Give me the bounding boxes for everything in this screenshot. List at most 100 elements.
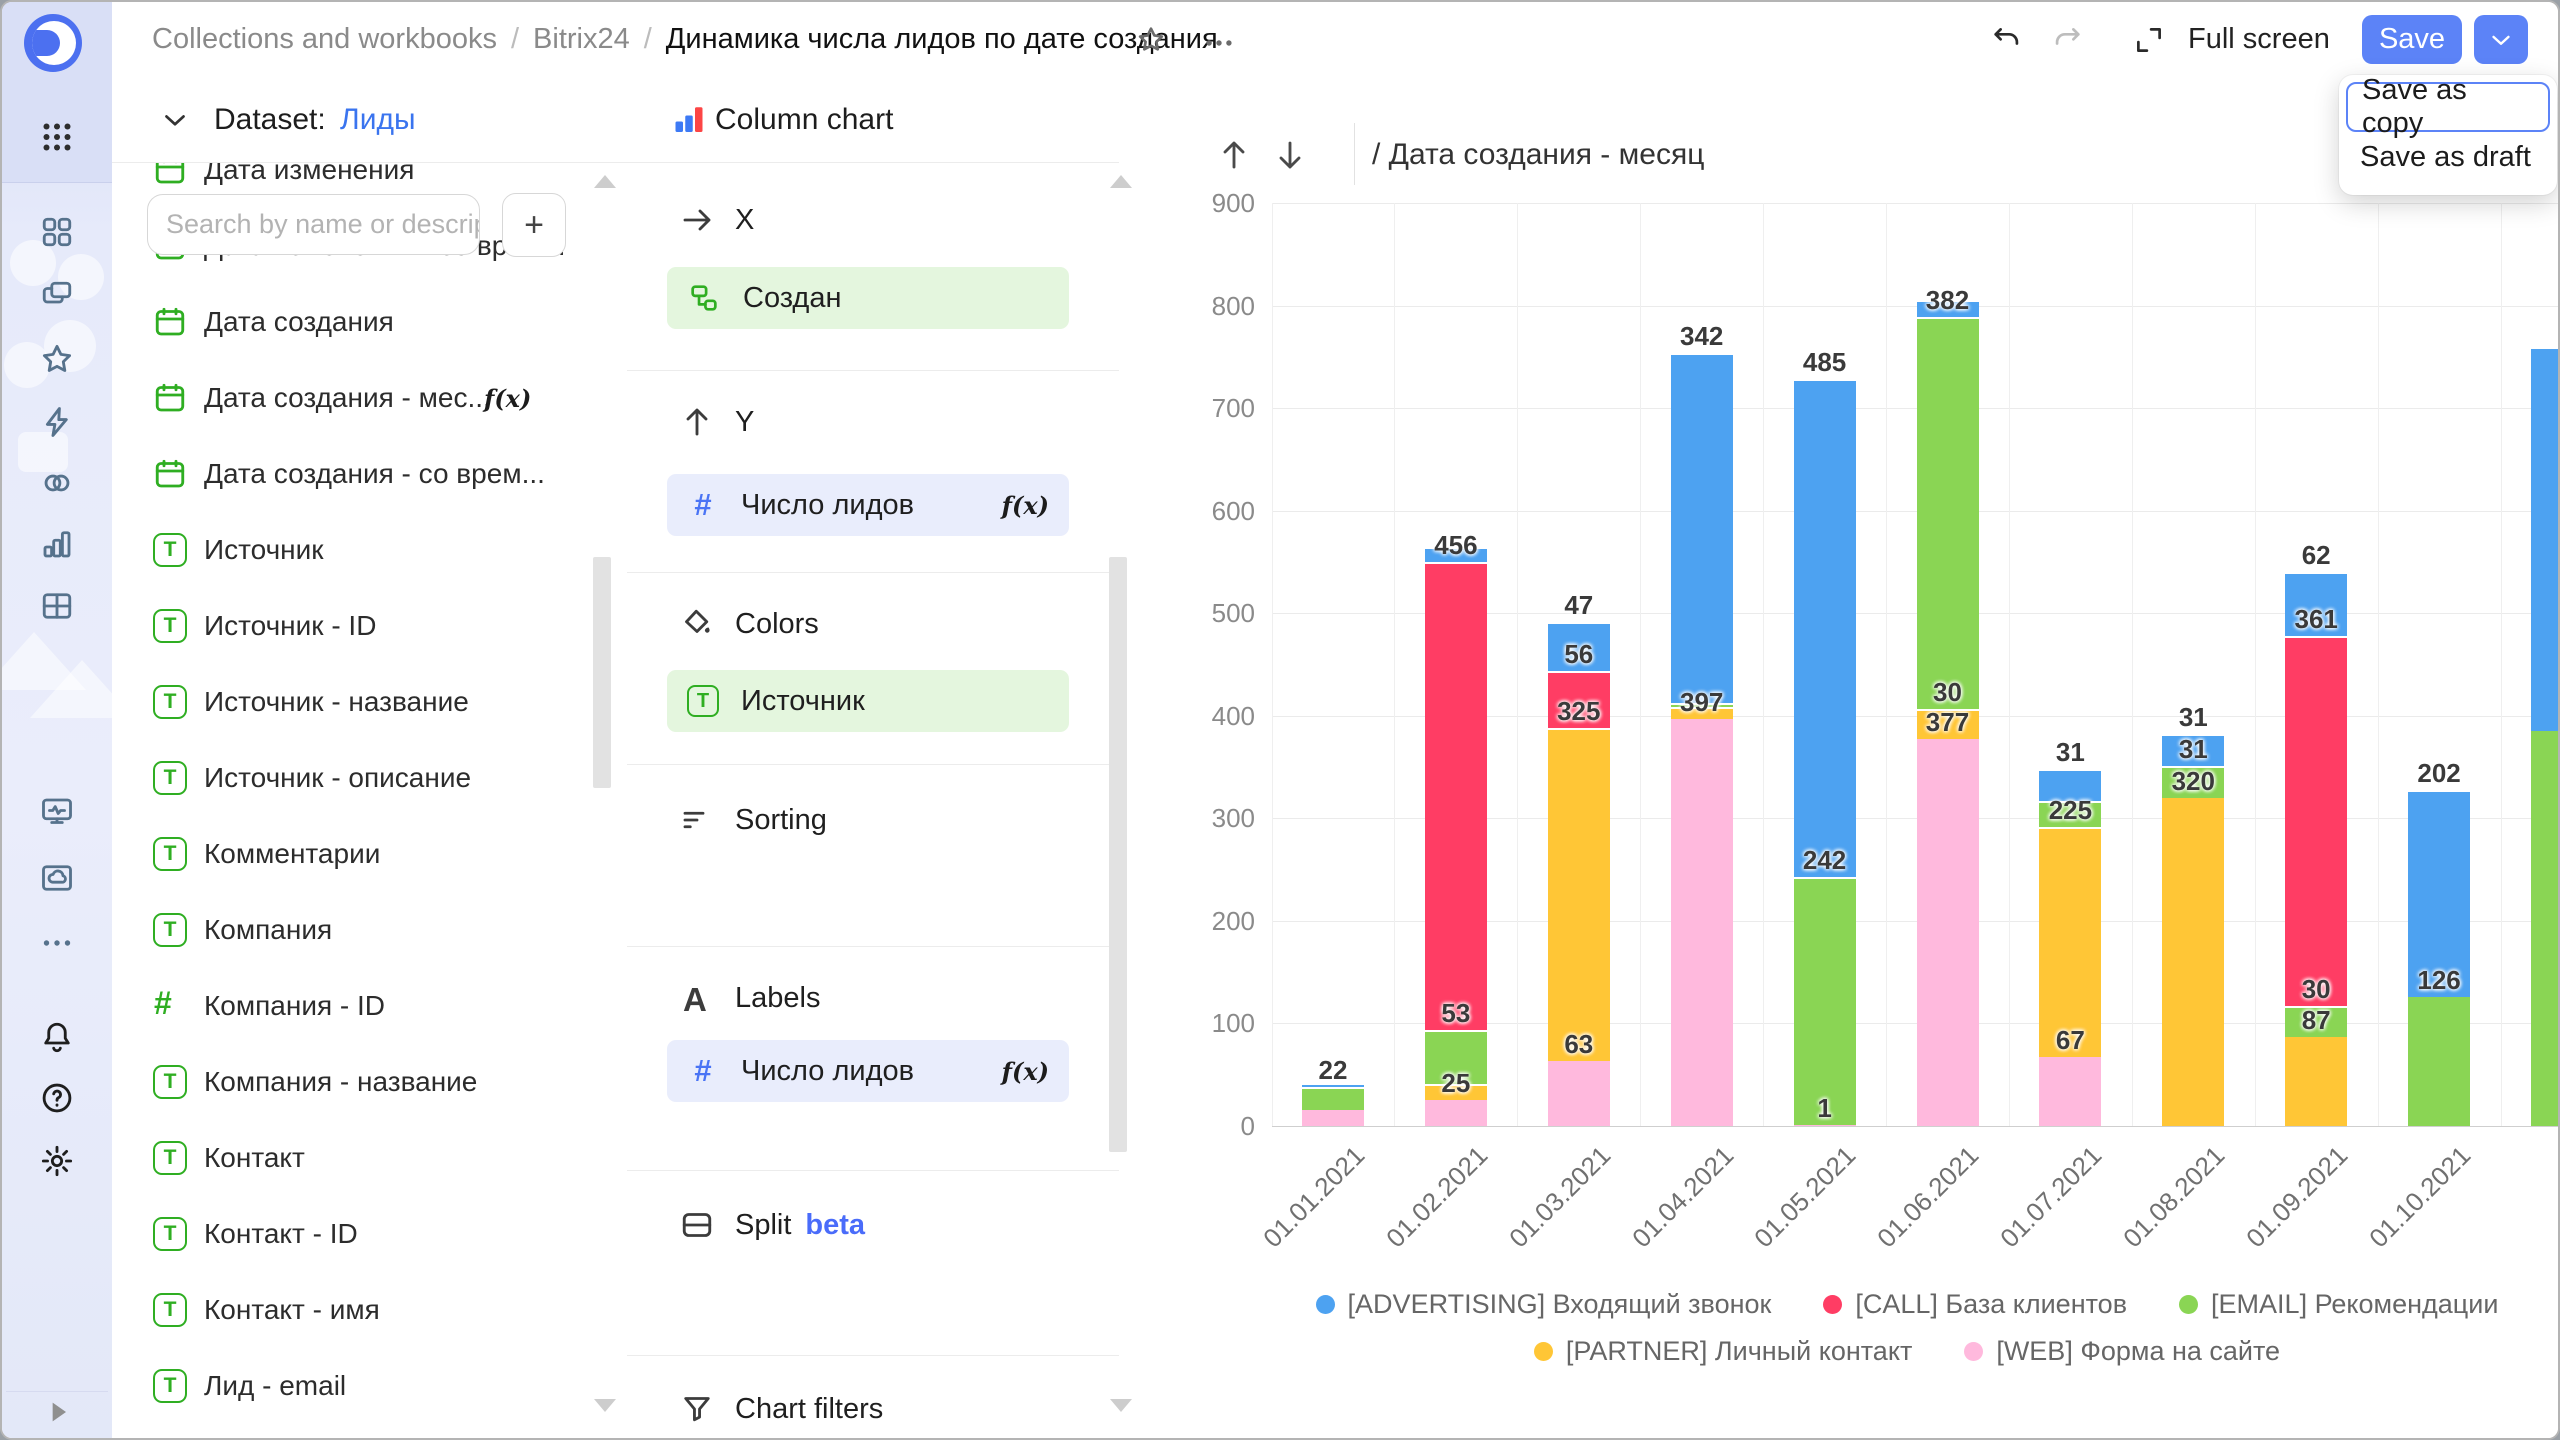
field-name: Источник - описание bbox=[204, 762, 471, 794]
dataset-field-row[interactable]: TКонтакт - имя bbox=[112, 1272, 582, 1348]
rail-item-monitoring-icon[interactable] bbox=[39, 794, 75, 830]
dataset-field-row[interactable]: TКомментарии bbox=[112, 816, 582, 892]
rail-item-favorites-icon[interactable] bbox=[39, 341, 75, 377]
rail-item-charts-icon[interactable] bbox=[39, 526, 75, 562]
rail-item-connections-icon[interactable] bbox=[39, 465, 75, 501]
column-chart-type-icon[interactable] bbox=[671, 102, 707, 138]
fullscreen-label[interactable]: Full screen bbox=[2188, 2, 2330, 77]
chart-settings-gear-icon[interactable] bbox=[1042, 102, 1078, 138]
redo-icon[interactable] bbox=[2050, 23, 2084, 57]
legend-item[interactable]: [PARTNER] Личный контакт bbox=[1534, 1336, 1912, 1367]
dataset-field-row[interactable]: TИсточник - название bbox=[112, 664, 582, 740]
save-dropdown-button[interactable] bbox=[2474, 15, 2528, 64]
bar-segment[interactable] bbox=[2039, 1057, 2101, 1126]
bar-segment[interactable] bbox=[2162, 798, 2224, 1126]
bar-segment[interactable] bbox=[1548, 728, 1610, 1061]
legend-item[interactable]: [EMAIL] Рекомендации bbox=[2179, 1289, 2498, 1320]
scroll-down-arrow[interactable] bbox=[1110, 1399, 1132, 1412]
dataset-field-row[interactable]: TИсточник - ID bbox=[112, 588, 582, 664]
dataset-field-row[interactable]: TКомпания bbox=[112, 892, 582, 968]
dataset-panel: Дата измененияДата изменения - со врем..… bbox=[112, 77, 628, 1440]
config-scrollbar[interactable] bbox=[1109, 557, 1127, 1152]
x-field-chip[interactable]: Создан bbox=[667, 267, 1069, 329]
bar-segment[interactable] bbox=[1917, 739, 1979, 1126]
undo-icon[interactable] bbox=[1990, 23, 2024, 57]
bar-value-label: 87 bbox=[2246, 1004, 2386, 1036]
labels-field-chip[interactable]: # Число лидов f(x) bbox=[667, 1040, 1069, 1102]
bar-segment[interactable] bbox=[2408, 997, 2470, 1126]
colors-field-chip[interactable]: T Источник bbox=[667, 670, 1069, 732]
dataset-field-row[interactable]: TИсточник - описание bbox=[112, 740, 582, 816]
field-search-input[interactable]: Search by name or descript bbox=[147, 194, 480, 255]
apps-menu-icon[interactable] bbox=[39, 119, 75, 155]
bar-segment[interactable] bbox=[1302, 1087, 1364, 1110]
bar-segment[interactable] bbox=[2285, 636, 2347, 1006]
dataset-field-row[interactable]: TКомпания - название bbox=[112, 1044, 582, 1120]
rail-item-quick-actions-icon[interactable] bbox=[39, 404, 75, 440]
fullscreen-expand-icon[interactable] bbox=[2132, 23, 2166, 57]
dataset-field-row[interactable]: Дата создания bbox=[112, 284, 582, 360]
rail-item-settings-icon[interactable] bbox=[39, 1143, 75, 1179]
scroll-up-arrow[interactable] bbox=[1110, 175, 1132, 188]
bar-segment[interactable] bbox=[1794, 1125, 1856, 1126]
chart-type-label[interactable]: Column chart bbox=[715, 77, 893, 162]
dataset-field-row[interactable]: #Компания - ID bbox=[112, 968, 582, 1044]
top-bar: Collections and workbooks / Bitrix24 / Д… bbox=[112, 2, 2560, 78]
dataset-field-row[interactable]: TИсточник bbox=[112, 512, 582, 588]
rail-item-notifications-icon[interactable] bbox=[39, 1019, 75, 1055]
datalens-logo-icon[interactable] bbox=[24, 14, 82, 72]
bar-segment[interactable] bbox=[2531, 731, 2560, 1126]
legend-item[interactable]: [WEB] Форма на сайте bbox=[1964, 1336, 2280, 1367]
formula-icon: f(x) bbox=[1002, 1057, 1049, 1086]
field-name: Контакт - имя bbox=[204, 1294, 380, 1326]
bar-segment[interactable] bbox=[2039, 827, 2101, 1058]
expand-rail-icon[interactable] bbox=[42, 1396, 74, 1428]
sorting-section-label: Sorting bbox=[735, 802, 827, 838]
rail-item-more-icon[interactable] bbox=[39, 925, 75, 961]
rail-item-help-icon[interactable] bbox=[39, 1080, 75, 1116]
dataset-field-row[interactable]: Дата создания - со врем... bbox=[112, 436, 582, 512]
bar-segment[interactable] bbox=[1917, 317, 1979, 709]
bar-segment[interactable] bbox=[1794, 877, 1856, 1125]
bar-segment[interactable] bbox=[1671, 353, 1733, 704]
bar-segment[interactable] bbox=[1425, 1100, 1487, 1126]
field-name: Контакт - ID bbox=[204, 1218, 358, 1250]
bar-segment[interactable] bbox=[1794, 379, 1856, 876]
bar-segment[interactable] bbox=[1425, 562, 1487, 1030]
breadcrumb-workbook[interactable]: Bitrix24 bbox=[533, 23, 630, 56]
bar-segment[interactable] bbox=[1548, 1061, 1610, 1126]
bar-segment[interactable] bbox=[1302, 1110, 1364, 1126]
bar-value-label: 53 bbox=[1386, 997, 1526, 1029]
scroll-up-arrow[interactable] bbox=[594, 175, 616, 188]
legend-item[interactable]: [CALL] База клиентов bbox=[1823, 1289, 2127, 1320]
bar-value-label: 320 bbox=[2123, 765, 2263, 797]
legend-item[interactable]: [ADVERTISING] Входящий звонок bbox=[1316, 1289, 1772, 1320]
rail-item-collections-icon[interactable] bbox=[39, 278, 75, 314]
add-field-button[interactable]: + bbox=[502, 193, 566, 257]
save-button[interactable]: Save bbox=[2362, 15, 2462, 64]
bar-value-label: 397 bbox=[1632, 686, 1772, 718]
dataset-field-row[interactable]: TКонтакт bbox=[112, 1120, 582, 1196]
save-as-copy-item[interactable]: Save as copy bbox=[2346, 82, 2550, 132]
bar-segment[interactable] bbox=[2285, 1037, 2347, 1126]
bar-segment[interactable] bbox=[2531, 347, 2560, 732]
dataset-field-row[interactable]: TЛид - email bbox=[112, 1348, 582, 1424]
bar-segment[interactable] bbox=[1671, 719, 1733, 1126]
dataset-field-row[interactable]: TКонтакт - ID bbox=[112, 1196, 582, 1272]
rail-item-cloud-storage-icon[interactable] bbox=[39, 860, 75, 896]
dataset-name-link[interactable]: Лиды bbox=[340, 77, 416, 162]
chevron-down-icon[interactable] bbox=[158, 103, 192, 137]
rail-item-tables-icon[interactable] bbox=[39, 588, 75, 624]
more-options-icon[interactable] bbox=[1202, 26, 1236, 60]
formula-icon: f(x) bbox=[1002, 491, 1049, 520]
scroll-down-arrow[interactable] bbox=[594, 1399, 616, 1412]
calendar-field-icon bbox=[152, 304, 188, 340]
breadcrumb-collections[interactable]: Collections and workbooks bbox=[152, 23, 497, 56]
favorite-star-icon[interactable] bbox=[1134, 23, 1168, 57]
rail-item-dashboards-grid-icon[interactable] bbox=[39, 214, 75, 250]
sorting-icon bbox=[679, 802, 715, 838]
y-axis-tick-label: 0 bbox=[1160, 1111, 1255, 1142]
y-field-chip[interactable]: # Число лидов f(x) bbox=[667, 474, 1069, 536]
dataset-field-row[interactable]: Дата создания - мес...f(x) bbox=[112, 360, 582, 436]
dataset-scrollbar[interactable] bbox=[593, 557, 611, 788]
